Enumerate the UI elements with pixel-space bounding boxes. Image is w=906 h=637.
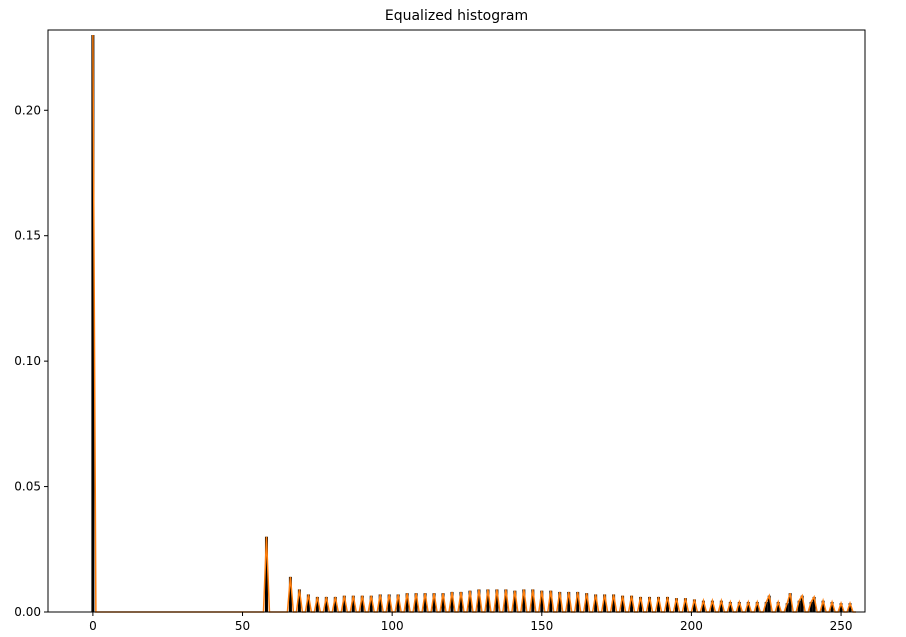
histogram-bar [657, 596, 661, 612]
histogram-bar [809, 601, 813, 612]
histogram-bar [728, 601, 732, 612]
histogram-bar [288, 576, 292, 612]
histogram-bar [423, 593, 427, 612]
histogram-bar [495, 589, 499, 612]
histogram-bar [821, 600, 825, 612]
histogram-bar [396, 594, 400, 612]
histogram-bar [486, 589, 490, 612]
axes-frame [47, 29, 866, 613]
histogram-bar [692, 599, 696, 612]
histogram-bar [549, 590, 553, 612]
histogram-bar [405, 593, 409, 612]
histogram-bar [746, 601, 750, 612]
plot-area [91, 35, 857, 613]
histogram-bar [264, 536, 268, 612]
x-tick-label: 150 [530, 619, 553, 633]
x-tick-label: 200 [680, 619, 703, 633]
histogram-bar [414, 593, 418, 612]
histogram-bar [764, 601, 768, 612]
histogram-bar [378, 594, 382, 612]
histogram-bar [648, 596, 652, 612]
histogram-bar [848, 603, 852, 612]
histogram-bar [387, 594, 391, 612]
histogram-bar [360, 595, 364, 612]
bars-group [91, 35, 852, 613]
histogram-bar [351, 595, 355, 612]
histogram-bar [585, 593, 589, 612]
histogram-bar [737, 601, 741, 612]
histogram-bar [701, 600, 705, 612]
histogram-bar [630, 595, 634, 612]
histogram-bar [576, 591, 580, 612]
histogram-bar [621, 595, 625, 612]
histogram-bar [315, 596, 319, 612]
y-tick-label: 0.00 [14, 605, 41, 619]
histogram-bar [674, 598, 678, 612]
histogram-bar [504, 589, 508, 612]
x-tick-label: 250 [830, 619, 853, 633]
histogram-bar [719, 600, 723, 612]
histogram-bar [333, 596, 337, 612]
histogram-bar [710, 600, 714, 612]
y-tick-label: 0.10 [14, 354, 41, 368]
chart-title: Equalized histogram [385, 8, 528, 24]
histogram-bar [91, 35, 95, 613]
y-tick-label: 0.15 [14, 229, 41, 243]
x-tick-label: 100 [381, 619, 404, 633]
histogram-bar [513, 590, 517, 612]
histogram-bar [522, 589, 526, 612]
histogram-bar [297, 589, 301, 612]
histogram-bar [797, 600, 801, 612]
histogram-bar [468, 590, 472, 612]
histogram-outline [92, 35, 857, 613]
histogram-bar [594, 594, 598, 612]
histogram-bar [665, 596, 669, 612]
histogram-bar [369, 595, 373, 612]
histogram-bar [567, 591, 571, 612]
histogram-bar [683, 598, 687, 612]
y-tick-label: 0.05 [14, 480, 41, 494]
histogram-bar [830, 601, 834, 612]
histogram-bar [450, 591, 454, 612]
x-tick-label: 0 [89, 619, 97, 633]
histogram-bar [776, 601, 780, 612]
histogram-bar [324, 596, 328, 612]
histogram-bar [800, 595, 804, 612]
histogram-bar [767, 595, 771, 612]
histogram-bar [441, 593, 445, 612]
histogram-bar [639, 596, 643, 612]
histogram-bar [459, 591, 463, 612]
histogram-bar [603, 594, 607, 612]
histogram-bar [612, 594, 616, 612]
histogram-bar [477, 589, 481, 612]
y-tick-label: 0.20 [14, 103, 41, 117]
histogram-bar [540, 590, 544, 612]
histogram-bar [788, 593, 792, 612]
x-tick-label: 50 [235, 619, 250, 633]
y-axis-ticks: 0.00 0.05 0.10 0.15 0.20 [14, 103, 48, 619]
histogram-bar [755, 601, 759, 612]
histogram-bar [342, 595, 346, 612]
histogram-bar [306, 594, 310, 612]
histogram-bar [839, 603, 843, 612]
histogram-bar [785, 603, 789, 612]
histogram-bar [812, 596, 816, 612]
histogram-bar [558, 591, 562, 612]
x-axis-ticks: 0 50 100 150 200 250 [89, 612, 853, 633]
histogram-bar [531, 589, 535, 612]
histogram-bar [432, 593, 436, 612]
